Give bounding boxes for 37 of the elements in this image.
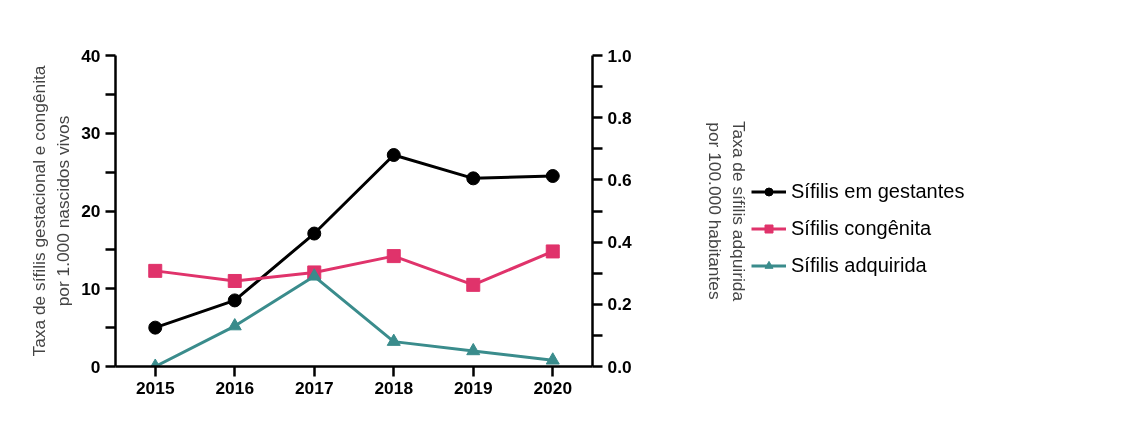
legend-label: Sífilis congênita (791, 216, 932, 240)
x-tick-label: 2020 (533, 377, 573, 398)
y-tick-label: 0 (90, 356, 101, 377)
point (227, 273, 242, 288)
point (386, 148, 401, 163)
x-tick-label: 2019 (453, 377, 493, 398)
y2-tick-label: 0.2 (607, 294, 632, 315)
x-tick-label: 2016 (215, 377, 255, 398)
y2-tick-label: 0.4 (607, 232, 632, 253)
y-tick-label: 10 (81, 278, 101, 299)
y-axis-title: Taxa de sífilis gestacional e congênita por 1.000 nascidos vivos (29, 65, 74, 357)
x-tick-label: 2015 (135, 377, 175, 398)
point (545, 352, 560, 365)
point (545, 169, 560, 183)
y2-tick-label: 0.0 (607, 356, 632, 377)
y-tick-label: 20 (81, 201, 101, 221)
x-tick-label: 2018 (374, 377, 414, 398)
y2-tick-label: 1.0 (607, 45, 632, 66)
point (307, 226, 322, 241)
legend-label: Sífilis adquirida (791, 253, 927, 277)
point (227, 318, 242, 331)
y2-axis-title: Taxa de sífilis adquirida por 100.000 habitantes (704, 120, 749, 302)
y-tick-label: 40 (81, 45, 101, 66)
y2-tick-label: 0.6 (607, 169, 632, 190)
point (466, 277, 481, 292)
point (466, 342, 481, 356)
point (386, 249, 401, 264)
point (545, 244, 560, 259)
legend-label: Sífilis em gestantes (791, 179, 965, 203)
y-tick-label: 30 (81, 123, 101, 144)
y2-tick-label: 0.8 (607, 107, 632, 128)
point (386, 333, 401, 346)
point (148, 263, 163, 278)
point (227, 293, 242, 308)
point (148, 320, 163, 335)
point (466, 171, 481, 186)
x-tick-label: 2017 (294, 377, 334, 398)
